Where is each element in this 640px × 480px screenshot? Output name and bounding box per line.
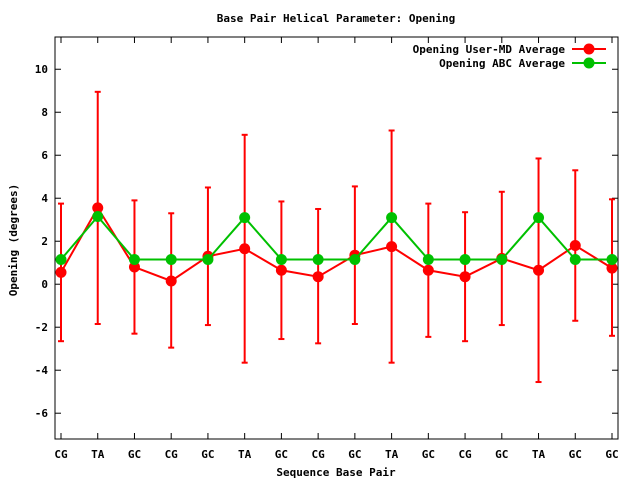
x-tick-label: TA	[91, 448, 105, 461]
x-tick-label: CG	[312, 448, 326, 461]
data-point	[275, 253, 287, 265]
y-tick-label: -6	[35, 407, 49, 420]
data-point	[202, 253, 214, 265]
data-point	[312, 271, 324, 283]
x-tick-label: GC	[605, 448, 618, 461]
data-point	[275, 264, 287, 276]
x-tick-label: TA	[532, 448, 546, 461]
y-tick-label: 4	[41, 192, 48, 205]
data-point	[422, 264, 434, 276]
x-tick-label: TA	[385, 448, 399, 461]
x-tick-label: GC	[495, 448, 508, 461]
data-point	[459, 253, 471, 265]
data-point	[239, 243, 251, 255]
data-point	[496, 253, 508, 265]
data-point	[92, 202, 104, 214]
data-point	[312, 253, 324, 265]
series-line	[60, 205, 613, 283]
y-tick-label: 10	[35, 63, 48, 76]
x-tick-label: CG	[458, 448, 472, 461]
x-tick-label: CG	[54, 448, 68, 461]
y-tick-label: 8	[41, 106, 48, 119]
data-point	[349, 253, 361, 265]
data-point	[92, 211, 104, 223]
data-point	[533, 264, 545, 276]
data-point	[533, 212, 545, 224]
x-tick-label: GC	[275, 448, 288, 461]
x-tick-label: GC	[128, 448, 141, 461]
legend-marker	[583, 57, 595, 69]
data-point	[422, 253, 434, 265]
axes: -6 -4 -2 0 2 4 6 8 10 CG TA GC CG GC TA GC CG GC TA GC CG GC T…	[35, 37, 619, 461]
series-line	[60, 214, 612, 261]
data-point	[128, 253, 140, 265]
x-axis-label: Sequence Base Pair	[276, 466, 396, 479]
x-tick-label: GC	[569, 448, 582, 461]
data-point	[569, 253, 581, 265]
y-tick-label: -2	[35, 321, 48, 334]
data-point	[386, 241, 398, 253]
chart-title: Base Pair Helical Parameter: Opening	[217, 12, 455, 25]
data-point	[128, 261, 140, 273]
y-tick-label: 0	[41, 278, 48, 291]
legend-label: Opening ABC Average	[439, 57, 565, 70]
legend-label: Opening User-MD Average	[413, 43, 566, 56]
data-point	[165, 275, 177, 287]
series-2	[55, 211, 618, 265]
chart-marks	[55, 90, 618, 384]
x-tick-label: CG	[165, 448, 179, 461]
data-point	[55, 253, 67, 265]
data-point	[165, 253, 177, 265]
x-tick-label: TA	[238, 448, 252, 461]
data-point	[606, 253, 618, 265]
x-tick-label: GC	[422, 448, 435, 461]
x-tick-label: GC	[348, 448, 361, 461]
plot-frame	[54, 36, 619, 440]
series-1	[55, 90, 618, 384]
x-tick-label: GC	[201, 448, 214, 461]
data-point	[459, 271, 471, 283]
data-point	[569, 240, 581, 252]
data-point	[386, 212, 398, 224]
legend-marker	[583, 43, 595, 55]
y-tick-label: 2	[41, 235, 48, 248]
data-point	[55, 266, 67, 278]
y-axis-label: Opening (degrees)	[7, 184, 20, 297]
data-point	[239, 212, 251, 224]
data-point	[606, 262, 618, 274]
y-tick-label: 6	[41, 149, 48, 162]
y-tick-label: -4	[35, 364, 49, 377]
